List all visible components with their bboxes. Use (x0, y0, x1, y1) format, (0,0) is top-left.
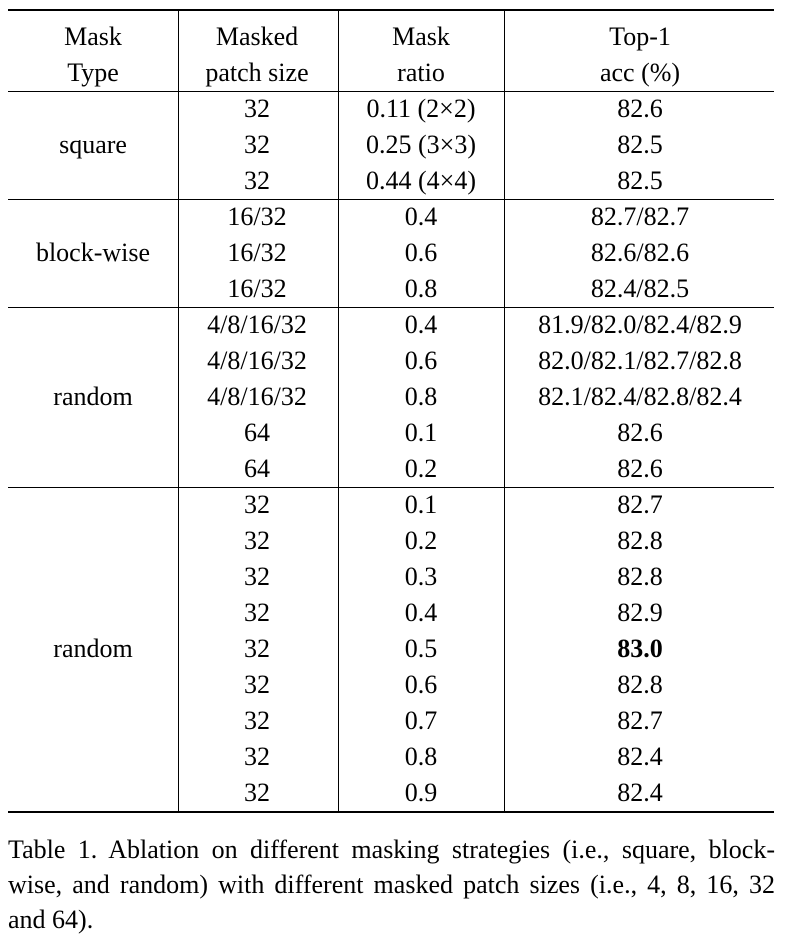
table-cell: 32 (244, 562, 270, 591)
table-cell: 16/32 (227, 274, 287, 303)
group-label: block-wise (35, 238, 151, 267)
table-cell: 32 (244, 706, 270, 735)
table-cell: 82.9 (617, 598, 663, 627)
table-cell: 82.8 (617, 562, 663, 591)
table-cell: 0.1 (404, 490, 438, 519)
table-cell: 16/32 (227, 202, 287, 231)
table-cell: 0.25 (3×3) (366, 130, 476, 159)
table-cell: 0.6 (404, 346, 438, 375)
group-label: square (59, 130, 127, 159)
table-cell: 0.6 (404, 238, 438, 267)
table-cell: 32 (244, 598, 270, 627)
header-cell: Mask (64, 22, 122, 51)
table-cell: 4/8/16/32 (207, 346, 307, 375)
header-cell: Masked (215, 22, 299, 51)
header-cell: Mask (392, 22, 450, 51)
table-cell: 82.8 (617, 670, 663, 699)
header-cell: acc (%) (599, 58, 681, 87)
table-cell: 0.8 (404, 742, 438, 771)
header-rule (8, 91, 774, 92)
table-cell: 0.7 (404, 706, 438, 735)
table-cell: 0.44 (4×4) (366, 166, 476, 195)
table-cell: 32 (244, 526, 270, 555)
table-cell: 0.1 (404, 418, 438, 447)
table-cell: 32 (244, 130, 270, 159)
header-cell: Type (67, 58, 119, 87)
table-cell: 82.4/82.5 (590, 274, 690, 303)
table-cell: 4/8/16/32 (207, 382, 307, 411)
table-cell: 82.6/82.6 (590, 238, 690, 267)
column-rule (178, 11, 179, 811)
top-rule (8, 9, 774, 11)
table-cell: 82.5 (617, 130, 663, 159)
caption: Table 1. Ablation on different masking s… (8, 835, 775, 934)
table-cell: 82.7/82.7 (590, 202, 690, 231)
table-cell: 64 (244, 454, 270, 483)
table-cell: 4/8/16/32 (207, 310, 307, 339)
table-cell: 82.7 (617, 490, 663, 519)
table-cell: 0.2 (404, 454, 438, 483)
group-label: random (53, 382, 133, 411)
table-cell: 0.5 (404, 634, 438, 663)
table-cell: 0.2 (404, 526, 438, 555)
table-cell: 0.8 (404, 382, 438, 411)
group-label: random (53, 634, 133, 663)
bottom-rule (8, 811, 774, 813)
table-cell: 32 (244, 490, 270, 519)
table-cell: 0.11 (2×2) (366, 94, 476, 123)
group-rule (8, 487, 774, 488)
table-cell: 0.3 (404, 562, 438, 591)
table-cell: 82.6 (617, 418, 663, 447)
table-cell: 82.4 (617, 778, 663, 807)
table-cell: 82.1/82.4/82.8/82.4 (538, 382, 742, 411)
table-cell: 32 (244, 94, 270, 123)
table-cell: 82.8 (617, 526, 663, 555)
table-cell: 82.6 (617, 94, 663, 123)
column-rule (504, 11, 505, 811)
table-cell: 83.0 (617, 634, 663, 663)
table-cell: 82.5 (617, 166, 663, 195)
table-cell: 16/32 (227, 238, 287, 267)
table-cell: 82.0/82.1/82.7/82.8 (538, 346, 742, 375)
table-cell: 32 (244, 778, 270, 807)
table-cell: 32 (244, 166, 270, 195)
table-cell: 0.9 (404, 778, 438, 807)
table-cell: 0.4 (404, 598, 438, 627)
table-cell: 0.4 (404, 310, 438, 339)
header-cell: ratio (397, 58, 445, 87)
table-cell: 64 (244, 418, 270, 447)
table-cell: 0.4 (404, 202, 438, 231)
table-cell: 32 (244, 742, 270, 771)
group-rule (8, 199, 774, 200)
table-cell: 32 (244, 670, 270, 699)
table-cell: 82.4 (617, 742, 663, 771)
group-rule (8, 307, 774, 308)
table-cell: 0.8 (404, 274, 438, 303)
column-rule (338, 11, 339, 811)
table-cell: 82.7 (617, 706, 663, 735)
table-cell: 32 (244, 634, 270, 663)
table-cell: 0.6 (404, 670, 438, 699)
header-cell: Top-1 (609, 22, 671, 51)
table-cell: 82.6 (617, 454, 663, 483)
table-cell: 81.9/82.0/82.4/82.9 (538, 310, 742, 339)
header-cell: patch size (205, 58, 309, 87)
